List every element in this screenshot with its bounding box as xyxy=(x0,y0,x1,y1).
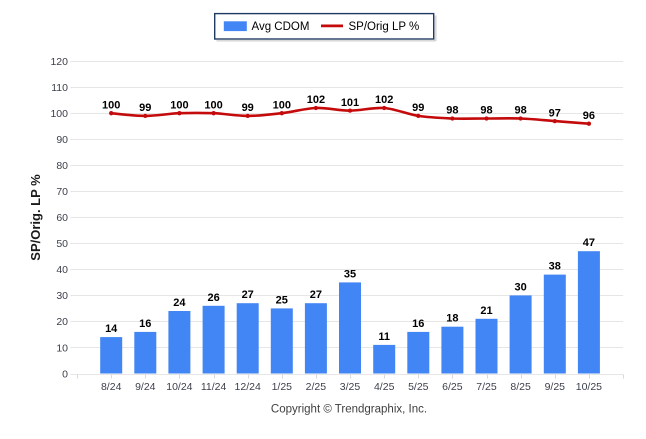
svg-text:70: 70 xyxy=(56,186,68,198)
svg-text:3/25: 3/25 xyxy=(340,381,361,393)
svg-text:2/25: 2/25 xyxy=(306,381,327,393)
svg-text:25: 25 xyxy=(276,294,288,306)
svg-text:10: 10 xyxy=(56,342,68,354)
svg-text:102: 102 xyxy=(375,94,393,106)
svg-text:110: 110 xyxy=(51,82,68,94)
svg-text:11: 11 xyxy=(378,331,390,343)
svg-text:99: 99 xyxy=(412,102,424,114)
svg-text:100: 100 xyxy=(102,100,120,112)
svg-text:120: 120 xyxy=(50,56,68,68)
svg-text:16: 16 xyxy=(139,318,151,330)
svg-text:9/25: 9/25 xyxy=(545,381,566,393)
svg-text:24: 24 xyxy=(173,297,186,309)
svg-text:100: 100 xyxy=(50,108,68,120)
svg-text:101: 101 xyxy=(341,97,359,109)
svg-text:30: 30 xyxy=(56,290,68,302)
svg-text:98: 98 xyxy=(446,105,458,117)
svg-text:60: 60 xyxy=(56,212,68,224)
svg-text:18: 18 xyxy=(446,313,458,325)
svg-text:30: 30 xyxy=(514,281,526,293)
svg-text:10/25: 10/25 xyxy=(576,381,602,393)
svg-text:12/24: 12/24 xyxy=(235,381,261,393)
svg-text:8/25: 8/25 xyxy=(510,381,531,393)
svg-text:21: 21 xyxy=(480,305,492,317)
svg-text:98: 98 xyxy=(480,105,492,117)
svg-text:1/25: 1/25 xyxy=(272,381,293,393)
svg-text:27: 27 xyxy=(242,289,254,301)
svg-text:38: 38 xyxy=(549,261,561,273)
svg-text:7/25: 7/25 xyxy=(476,381,497,393)
svg-text:Copyright © Trendgraphix, Inc.: Copyright © Trendgraphix, Inc. xyxy=(271,404,427,416)
svg-text:9/24: 9/24 xyxy=(135,381,156,393)
svg-text:100: 100 xyxy=(204,100,222,112)
svg-text:90: 90 xyxy=(56,134,68,146)
svg-text:47: 47 xyxy=(583,237,595,249)
svg-text:16: 16 xyxy=(412,318,424,330)
svg-text:99: 99 xyxy=(139,102,151,114)
svg-text:50: 50 xyxy=(56,238,68,250)
svg-text:0: 0 xyxy=(62,368,68,380)
svg-text:4/25: 4/25 xyxy=(374,381,395,393)
svg-text:40: 40 xyxy=(56,264,68,276)
svg-text:5/25: 5/25 xyxy=(408,381,429,393)
svg-text:27: 27 xyxy=(310,289,322,301)
svg-text:96: 96 xyxy=(583,110,595,122)
svg-text:80: 80 xyxy=(56,160,68,172)
svg-text:97: 97 xyxy=(549,107,561,119)
svg-text:99: 99 xyxy=(242,102,254,114)
svg-text:14: 14 xyxy=(105,323,118,335)
svg-text:35: 35 xyxy=(344,268,356,280)
svg-text:6/25: 6/25 xyxy=(442,381,463,393)
svg-text:98: 98 xyxy=(514,105,526,117)
svg-text:26: 26 xyxy=(207,292,219,304)
svg-text:10/24: 10/24 xyxy=(166,381,192,393)
svg-text:100: 100 xyxy=(273,100,291,112)
svg-text:102: 102 xyxy=(307,94,325,106)
svg-text:Avg CDOM: Avg CDOM xyxy=(252,21,310,33)
svg-text:SP/Orig. LP %: SP/Orig. LP % xyxy=(28,174,43,261)
svg-text:20: 20 xyxy=(56,316,68,328)
svg-text:8/24: 8/24 xyxy=(101,381,122,393)
svg-text:100: 100 xyxy=(170,100,188,112)
svg-text:SP/Orig LP %: SP/Orig LP % xyxy=(349,21,420,33)
svg-text:11/24: 11/24 xyxy=(201,381,227,393)
